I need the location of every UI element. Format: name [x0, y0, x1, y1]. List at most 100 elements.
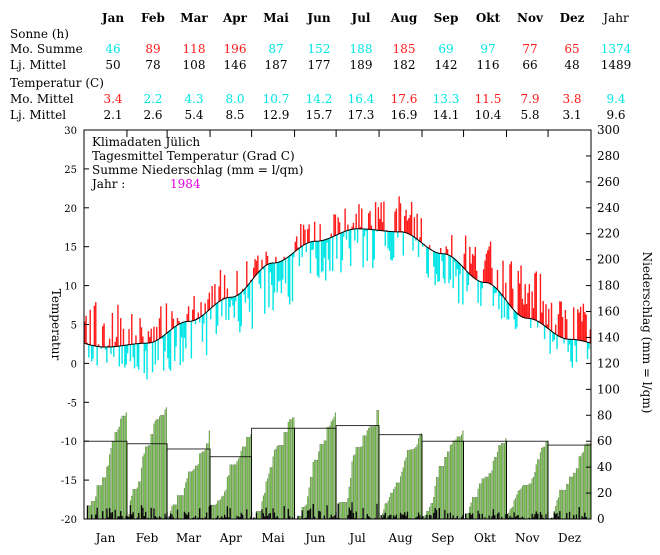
- precip-bar: [304, 506, 306, 520]
- daily-precip-spikes: [86, 502, 587, 519]
- precip-bar: [404, 460, 406, 520]
- precip-bars: [86, 407, 591, 520]
- precip-bar: [535, 464, 537, 520]
- x-month-label: Jun: [303, 531, 326, 545]
- precip-bar: [161, 414, 163, 520]
- precip-bar: [179, 495, 181, 520]
- precip-bar: [366, 430, 368, 520]
- precip-bar: [575, 468, 577, 520]
- precip-bar: [395, 482, 397, 520]
- sun-cell: 118: [183, 42, 206, 56]
- temp-cell: 2.6: [143, 108, 162, 122]
- month-header-okt: Okt: [476, 11, 501, 25]
- right-tick-label: 160: [597, 305, 620, 319]
- month-header-dez: Dez: [560, 11, 585, 25]
- precip-bar: [92, 501, 94, 520]
- left-tick-label: 15: [64, 243, 77, 254]
- precip-bar: [104, 477, 107, 520]
- precip-bar: [311, 477, 313, 520]
- precip-bar: [340, 502, 342, 520]
- left-tick-label: 30: [64, 126, 77, 137]
- precip-bar: [499, 445, 501, 520]
- precip-bar: [332, 419, 334, 520]
- precip-bar: [512, 506, 514, 520]
- left-tick-label: -5: [67, 398, 77, 409]
- precip-bar: [528, 483, 530, 520]
- y-right-title: Niederschlag (mm = l/qm): [640, 252, 654, 414]
- precip-bar: [149, 445, 151, 520]
- precip-bar: [325, 440, 327, 520]
- precip-bar: [200, 452, 202, 520]
- precip-bar: [466, 512, 468, 520]
- precip-bar: [441, 466, 443, 520]
- precip-bar: [316, 459, 318, 520]
- precip-bar: [98, 485, 100, 520]
- precip-bar: [352, 455, 354, 520]
- precip-bar: [501, 443, 503, 520]
- sun-cell: 46: [105, 42, 120, 56]
- precip-bar: [412, 448, 414, 520]
- precip-bar: [175, 504, 177, 520]
- left-tick-label: 0: [71, 359, 77, 370]
- precip-bar: [135, 488, 137, 520]
- precip-bar: [393, 489, 395, 520]
- precip-bar: [314, 459, 316, 520]
- temp-cell: 14.1: [433, 108, 460, 122]
- precip-bar: [442, 466, 445, 520]
- precip-bar: [411, 449, 413, 520]
- x-month-label: Jan: [94, 531, 116, 545]
- precip-bar: [164, 409, 166, 520]
- temperature-layer: [83, 196, 592, 380]
- precip-bar: [431, 503, 433, 520]
- precip-bar: [243, 446, 245, 520]
- precip-bar: [333, 416, 335, 520]
- precip-bar: [539, 452, 541, 520]
- temp-cell: 3.8: [562, 92, 581, 106]
- right-tick-label: 100: [597, 382, 620, 396]
- precip-bar: [225, 489, 227, 520]
- precip-bar: [516, 494, 518, 520]
- precip-bar: [563, 489, 565, 520]
- temp-cell: 5.8: [520, 108, 539, 122]
- precip-bar: [158, 416, 161, 520]
- temp-cell: 12.9: [263, 108, 290, 122]
- precip-bar: [143, 453, 145, 520]
- precip-bar: [117, 429, 119, 520]
- precip-bar: [153, 423, 155, 520]
- precip-bar: [113, 441, 115, 520]
- precip-bar: [557, 497, 559, 520]
- precip-bar: [532, 476, 535, 520]
- x-month-label: Mar: [176, 531, 201, 545]
- precip-bar: [291, 417, 294, 520]
- x-month-label: Dez: [558, 531, 581, 545]
- anno-temp: Tagesmittel Temperatur (Grad C): [92, 149, 295, 163]
- precip-bar: [541, 447, 543, 520]
- precip-bar: [258, 511, 260, 520]
- sun-row-label: Mo. Summe: [10, 42, 83, 56]
- right-tick-label: 20: [597, 486, 612, 500]
- left-tick-label: 5: [71, 321, 77, 332]
- precip-bar: [401, 471, 403, 520]
- precip-bar: [114, 432, 116, 520]
- temp-cell: 11.5: [475, 92, 502, 106]
- precip-bar: [239, 457, 241, 520]
- precip-bar: [369, 426, 371, 520]
- precip-bar: [546, 441, 548, 520]
- precip-bar: [327, 426, 330, 520]
- precip-bar: [581, 453, 583, 520]
- precip-bar: [228, 475, 230, 520]
- precip-bar: [370, 426, 372, 520]
- precip-bar: [571, 476, 573, 520]
- precip-bar: [280, 445, 282, 520]
- precip-bar: [203, 451, 205, 520]
- precip-bar: [134, 488, 136, 520]
- temp-cell: 5.4: [184, 108, 203, 122]
- precip-bar: [527, 484, 529, 520]
- precip-bar: [285, 432, 287, 520]
- precip-bar: [278, 445, 280, 520]
- month-header-sep: Sep: [434, 11, 459, 25]
- precip-bar: [419, 434, 421, 520]
- precip-bar: [521, 486, 523, 520]
- precip-bar: [232, 464, 234, 520]
- precip-bar: [405, 457, 407, 520]
